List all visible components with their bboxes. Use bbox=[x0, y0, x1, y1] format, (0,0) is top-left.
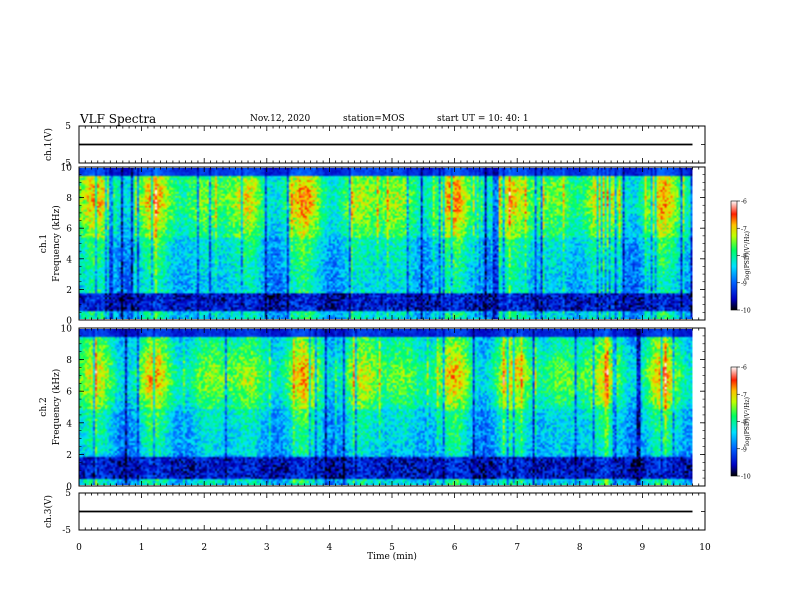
y-tick-label: 0 bbox=[66, 317, 72, 327]
colorbar-tick-label: -7 bbox=[741, 226, 747, 233]
x-tick-label: 4 bbox=[327, 543, 333, 553]
start-ut-label: start UT = 10: 40: 1 bbox=[437, 114, 529, 124]
x-tick-label: 1 bbox=[139, 543, 145, 553]
y-tick-label: 2 bbox=[66, 451, 72, 461]
x-tick-label: 6 bbox=[452, 543, 458, 553]
colorbar-tick-label: -10 bbox=[741, 474, 751, 481]
y-tick-label: -5 bbox=[62, 526, 71, 536]
date-label: Nov.12, 2020 bbox=[250, 114, 311, 124]
ch1-spectrogram-image bbox=[79, 168, 693, 319]
y-tick-label: 10 bbox=[61, 325, 73, 335]
x-axis-label: Time (min) bbox=[367, 551, 417, 562]
y-tick-label: 5 bbox=[65, 489, 71, 499]
x-tick-label: 0 bbox=[76, 543, 82, 553]
colorbar-tick-label: -8 bbox=[741, 253, 747, 260]
y-tick-label: 4 bbox=[66, 419, 72, 429]
colorbar-tick-label: -7 bbox=[741, 392, 747, 399]
ch2-colorbar bbox=[730, 366, 738, 477]
y-tick-label: 5 bbox=[65, 122, 71, 132]
y-tick-label: 0 bbox=[66, 483, 72, 493]
x-tick-label: 10 bbox=[699, 543, 711, 553]
colorbar-tick-label: -8 bbox=[741, 419, 747, 426]
y-axis-label: ch.3(V) bbox=[43, 495, 54, 528]
y-tick-label: 8 bbox=[66, 194, 72, 204]
colorbar-tick-label: -9 bbox=[741, 280, 747, 287]
y-axis-label-channel: ch.1 bbox=[39, 234, 49, 253]
colorbar-tick-label: -10 bbox=[741, 308, 751, 315]
y-tick-label: 6 bbox=[66, 388, 72, 398]
y-tick-label: 10 bbox=[61, 164, 73, 174]
ch2-spectrogram-image bbox=[79, 329, 693, 485]
y-tick-label: 6 bbox=[66, 225, 72, 235]
colorbar-label: log(PSD)(V²/Hz) bbox=[744, 231, 751, 280]
y-tick-label: 8 bbox=[66, 356, 72, 366]
ch1-colorbar bbox=[730, 200, 738, 311]
x-tick-label: 5 bbox=[389, 543, 395, 553]
y-axis-label: ch.1(V) bbox=[43, 128, 54, 161]
x-tick-label: 3 bbox=[264, 543, 270, 553]
y-axis-label-frequency: Frequency (kHz) bbox=[51, 205, 62, 282]
colorbar-tick-label: -6 bbox=[741, 365, 747, 372]
x-tick-label: 8 bbox=[577, 543, 583, 553]
y-tick-label: -5 bbox=[62, 159, 71, 169]
y-axis-label-frequency: Frequency (kHz) bbox=[51, 369, 62, 446]
x-tick-label: 2 bbox=[201, 543, 207, 553]
y-tick-label: 4 bbox=[66, 255, 72, 265]
station-label: station=MOS bbox=[343, 114, 405, 124]
x-tick-label: 9 bbox=[640, 543, 646, 553]
chart-title: VLF Spectra bbox=[80, 112, 157, 126]
x-tick-label: 7 bbox=[514, 543, 520, 553]
y-tick-label: 2 bbox=[66, 286, 72, 296]
colorbar-tick-label: -9 bbox=[741, 446, 747, 453]
y-axis-label-channel: ch.2 bbox=[39, 397, 49, 416]
colorbar-tick-label: -6 bbox=[741, 199, 747, 206]
colorbar-label: log(PSD)(V²/Hz) bbox=[744, 397, 751, 446]
